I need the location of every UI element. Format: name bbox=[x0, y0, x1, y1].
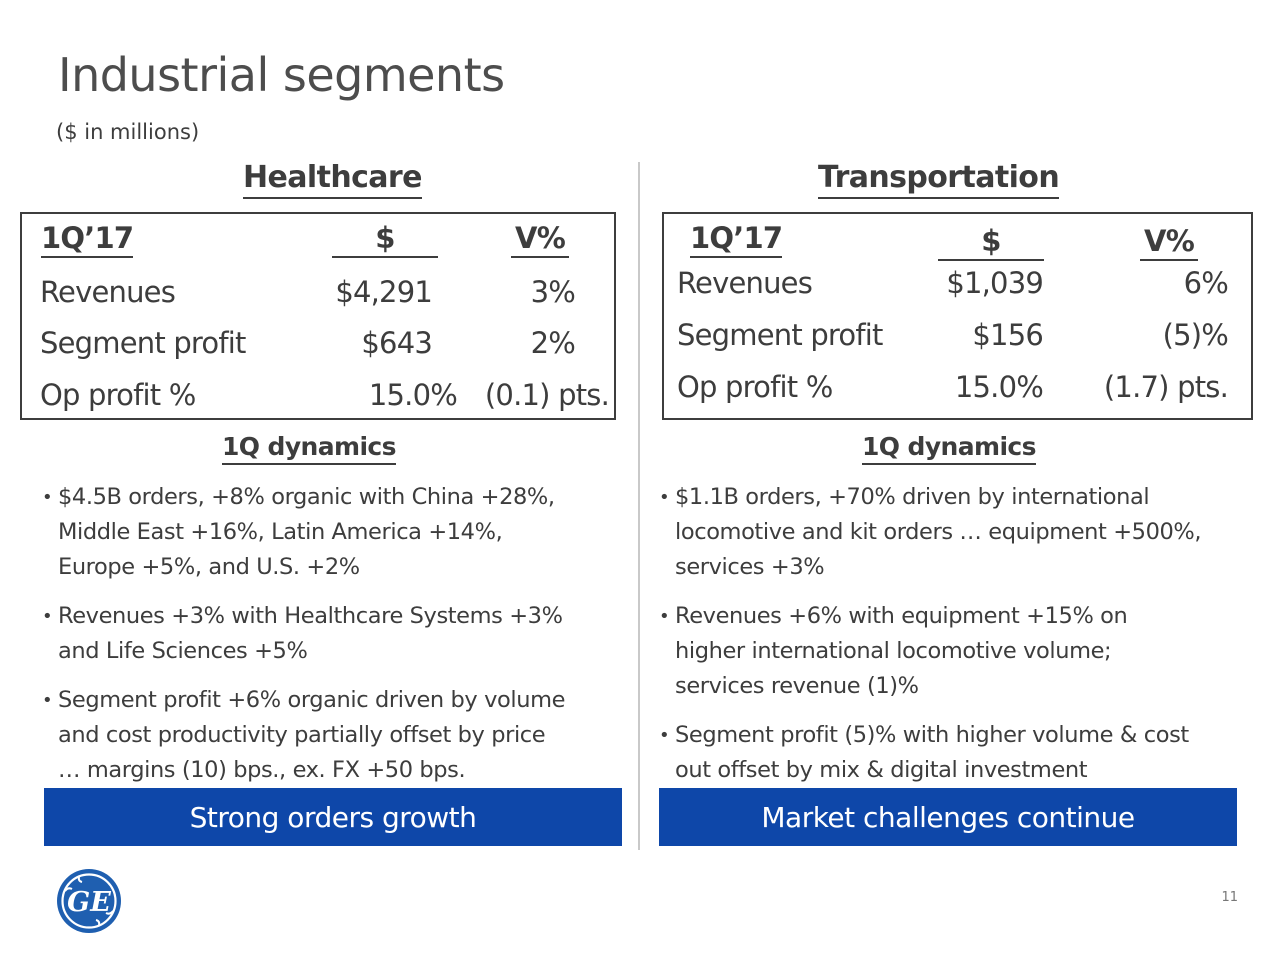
ge-logo-icon: GE bbox=[56, 868, 122, 934]
healthcare-heading: Healthcare bbox=[243, 160, 422, 199]
transportation-heading: Transportation bbox=[818, 160, 1060, 199]
column-divider bbox=[638, 162, 640, 850]
bullet-line: Segment profit +6% organic driven by vol… bbox=[58, 687, 566, 713]
bullet-line: … margins (10) bps., ex. FX +50 bps. bbox=[58, 757, 466, 783]
bullet-line: services revenue (1)% bbox=[675, 673, 919, 699]
healthcare-row-change: 3% bbox=[530, 275, 576, 309]
transportation-row-change: (1.7) pts. bbox=[1103, 370, 1229, 404]
healthcare-row-label: Segment profit bbox=[40, 326, 246, 360]
bullet-line: and Life Sciences +5% bbox=[58, 638, 308, 664]
healthcare-row-change: (0.1) pts. bbox=[484, 378, 610, 412]
logo-text: GE bbox=[67, 887, 111, 918]
list-item: Segment profit (5)% with higher volume &… bbox=[659, 718, 1277, 788]
page-number: 11 bbox=[1221, 890, 1238, 905]
healthcare-table-header-period: 1Q’17 bbox=[41, 221, 134, 258]
page-title: Industrial segments bbox=[58, 48, 505, 102]
ge-logo-graphic: GE bbox=[57, 869, 121, 933]
list-item: Revenues +3% with Healthcare Systems +3%… bbox=[42, 599, 638, 669]
transportation-row-change: 6% bbox=[1183, 266, 1229, 300]
transportation-row-label: Revenues bbox=[677, 266, 813, 300]
list-item: Segment profit +6% organic driven by vol… bbox=[42, 683, 638, 788]
bullet-line: Europe +5%, and U.S. +2% bbox=[58, 554, 360, 580]
healthcare-row-value: $643 bbox=[361, 326, 432, 360]
transportation-row-change: (5)% bbox=[1162, 318, 1229, 352]
list-item: Revenues +6% with equipment +15% on high… bbox=[659, 599, 1277, 704]
healthcare-table bbox=[20, 212, 616, 420]
transportation-dynamics-list: $1.1B orders, +70% driven by internation… bbox=[659, 480, 1277, 802]
bullet-line: and cost productivity partially offset b… bbox=[58, 722, 546, 748]
healthcare-banner: Strong orders growth bbox=[44, 788, 622, 846]
bullet-line: Segment profit (5)% with higher volume &… bbox=[675, 722, 1189, 748]
page-subtitle: ($ in millions) bbox=[56, 120, 200, 144]
healthcare-row-value: 15.0% bbox=[368, 378, 458, 412]
transportation-row-value: 15.0% bbox=[954, 370, 1044, 404]
bullet-line: $1.1B orders, +70% driven by internation… bbox=[675, 484, 1150, 510]
transportation-row-value: $156 bbox=[972, 318, 1043, 352]
healthcare-row-change: 2% bbox=[530, 326, 576, 360]
transportation-row-value: $1,039 bbox=[946, 266, 1043, 300]
transportation-table-header-change: V% bbox=[1140, 224, 1198, 261]
transportation-row-label: Op profit % bbox=[677, 370, 833, 404]
healthcare-table-header-value: $ bbox=[332, 221, 438, 258]
transportation-row-label: Segment profit bbox=[677, 318, 883, 352]
bullet-line: Revenues +6% with equipment +15% on bbox=[675, 603, 1128, 629]
transportation-banner: Market challenges continue bbox=[659, 788, 1237, 846]
bullet-line: Revenues +3% with Healthcare Systems +3% bbox=[58, 603, 563, 629]
transportation-table-header-period: 1Q’17 bbox=[690, 221, 783, 258]
healthcare-row-value: $4,291 bbox=[335, 275, 432, 309]
bullet-line: Middle East +16%, Latin America +14%, bbox=[58, 519, 503, 545]
healthcare-row-label: Revenues bbox=[40, 275, 176, 309]
bullet-line: $4.5B orders, +8% organic with China +28… bbox=[58, 484, 555, 510]
bullet-line: services +3% bbox=[675, 554, 825, 580]
list-item: $4.5B orders, +8% organic with China +28… bbox=[42, 480, 638, 585]
transportation-table-header-value: $ bbox=[938, 224, 1044, 261]
transportation-table bbox=[662, 212, 1253, 420]
healthcare-table-header-change: V% bbox=[511, 221, 569, 258]
healthcare-row-label: Op profit % bbox=[40, 378, 196, 412]
bullet-line: higher international locomotive volume; bbox=[675, 638, 1112, 664]
transportation-dynamics-heading: 1Q dynamics bbox=[862, 432, 1037, 465]
list-item: $1.1B orders, +70% driven by internation… bbox=[659, 480, 1277, 585]
bullet-line: locomotive and kit orders … equipment +5… bbox=[675, 519, 1202, 545]
healthcare-dynamics-heading: 1Q dynamics bbox=[222, 432, 397, 465]
bullet-line: out offset by mix & digital investment bbox=[675, 757, 1088, 783]
healthcare-dynamics-list: $4.5B orders, +8% organic with China +28… bbox=[42, 480, 638, 802]
